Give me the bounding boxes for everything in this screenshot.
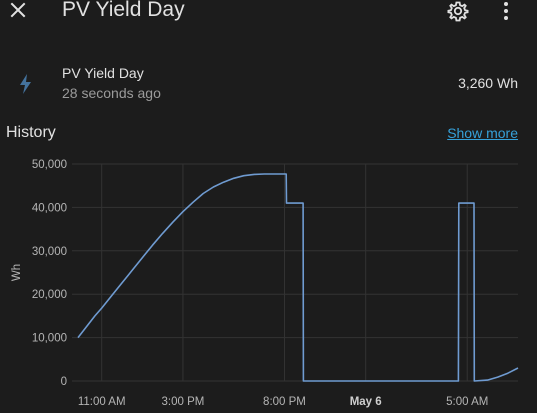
history-heading: History xyxy=(6,124,56,141)
gear-icon xyxy=(447,1,469,22)
history-chart[interactable]: 0 10,000 20,000 30,000 40,000 50,000 11:00 AM 3… xyxy=(0,150,537,413)
show-more-link[interactable]: Show more xyxy=(447,125,518,141)
lightning-bolt-icon xyxy=(16,73,36,95)
dialog-title: PV Yield Day xyxy=(62,0,185,21)
x-tick-label: May 6 xyxy=(350,396,382,408)
y-tick-label: 30,000 xyxy=(32,246,67,258)
y-tick-label: 0 xyxy=(61,376,67,388)
dialog-header: PV Yield Day xyxy=(0,0,537,26)
settings-button[interactable] xyxy=(446,0,470,24)
entity-state: 3,260 Wh xyxy=(458,75,518,91)
x-tick-label: 3:00 PM xyxy=(162,396,205,408)
more-options-button[interactable] xyxy=(494,0,518,24)
y-tick-label: 40,000 xyxy=(32,202,67,214)
entity-name: PV Yield Day xyxy=(62,65,144,81)
close-button[interactable] xyxy=(6,0,30,24)
x-tick-label: 5:00 AM xyxy=(446,396,488,408)
series-line xyxy=(77,173,519,382)
y-tick-label: 20,000 xyxy=(32,289,67,301)
y-axis-label: Wh xyxy=(11,264,23,281)
x-tick-label: 11:00 AM xyxy=(78,396,126,408)
y-tick-label: 10,000 xyxy=(32,333,67,345)
more-vert-icon xyxy=(504,2,508,20)
y-tick-label: 50,000 xyxy=(32,159,67,171)
close-icon xyxy=(10,2,26,18)
entity-row: PV Yield Day 28 seconds ago 3,260 Wh xyxy=(0,58,537,108)
x-tick-label: 8:00 PM xyxy=(263,396,306,408)
entity-last-changed: 28 seconds ago xyxy=(62,85,161,101)
